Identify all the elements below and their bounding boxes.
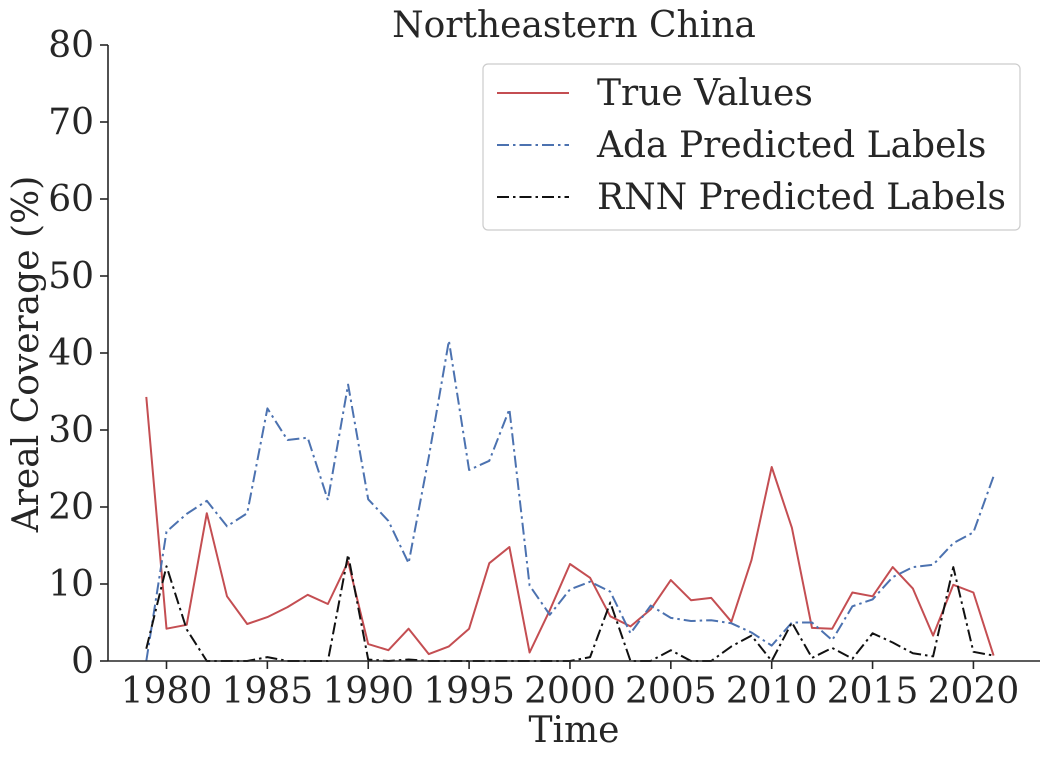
x-tick-label: 1980 (121, 671, 213, 712)
y-tick-label: 70 (48, 102, 94, 143)
y-tick-label: 50 (48, 256, 94, 297)
x-tick-label: 2010 (726, 671, 818, 712)
plot-area (145, 339, 995, 662)
y-tick-label: 10 (48, 564, 94, 605)
series-line-true-values (145, 396, 995, 656)
y-axis-ticks: 0 10 20 30 40 50 60 70 80 (48, 25, 108, 682)
x-tick-label: 2005 (625, 671, 717, 712)
y-axis-label: Areal Coverage (%) (6, 176, 47, 534)
legend-label-ada-predicted-labels: Ada Predicted Labels (596, 125, 986, 166)
x-tick-label: 2020 (928, 671, 1020, 712)
legend: True Values Ada Predicted Labels RNN Predi… (482, 63, 1021, 231)
legend-frame (482, 63, 1021, 231)
y-tick-label: 80 (48, 25, 94, 66)
series-line-ada-predicted-labels (145, 339, 995, 662)
x-tick-label: 2000 (524, 671, 616, 712)
series-line-rnn-predicted-labels (145, 553, 994, 662)
y-tick-label: 20 (48, 487, 94, 528)
x-tick-label: 1985 (222, 671, 314, 712)
x-axis-label: Time (529, 710, 620, 751)
x-axis-ticks: 1980 1985 1990 1995 2000 2005 2010 2015 2020 (121, 661, 1020, 712)
chart-title: Northeastern China (392, 5, 756, 46)
legend-label-rnn-predicted-labels: RNN Predicted Labels (597, 177, 1006, 218)
y-tick-label: 60 (48, 179, 94, 220)
legend-label-true-values: True Values (597, 73, 813, 114)
y-tick-label: 40 (48, 333, 94, 374)
y-tick-label: 30 (48, 410, 94, 451)
x-tick-label: 1990 (322, 671, 414, 712)
x-tick-label: 1995 (423, 671, 515, 712)
x-tick-label: 2015 (827, 671, 919, 712)
y-tick-label: 0 (71, 641, 94, 682)
